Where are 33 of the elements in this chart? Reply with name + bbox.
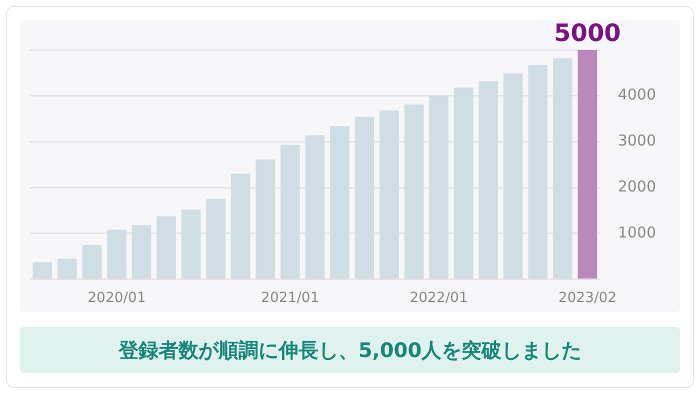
bar xyxy=(528,65,548,278)
x-tick-label: 2020/01 xyxy=(88,290,146,306)
bar xyxy=(478,81,498,278)
x-tick-label: 2022/01 xyxy=(410,290,468,306)
bar xyxy=(429,96,448,278)
bar xyxy=(330,126,350,278)
y-tick-label: 1000 xyxy=(618,223,656,242)
bar xyxy=(380,110,399,278)
bar xyxy=(578,50,598,278)
bar xyxy=(107,230,126,278)
bar xyxy=(156,216,176,278)
text: 登録者数が順調に伸長し、5,000人を突破しました xyxy=(20,327,680,373)
x-tick-label: 2021/01 xyxy=(261,290,320,306)
y-tick-label: 2000 xyxy=(618,177,656,196)
bar xyxy=(404,104,424,278)
bar xyxy=(503,73,523,278)
bar xyxy=(354,116,374,278)
y-tick-label: 3000 xyxy=(618,132,656,150)
data-label: 5000 xyxy=(554,19,621,48)
bar xyxy=(32,262,52,278)
x-tick-label: 2023/02 xyxy=(558,290,617,306)
bar xyxy=(58,258,77,278)
y-tick-label: 4000 xyxy=(618,86,656,104)
bar xyxy=(230,174,250,278)
bar xyxy=(305,135,325,278)
bar xyxy=(553,58,572,278)
bar xyxy=(256,160,276,278)
bar xyxy=(206,198,226,278)
bar xyxy=(132,225,152,278)
bar xyxy=(82,244,102,278)
bar xyxy=(280,144,300,278)
bar xyxy=(454,88,474,278)
bar xyxy=(181,210,201,278)
